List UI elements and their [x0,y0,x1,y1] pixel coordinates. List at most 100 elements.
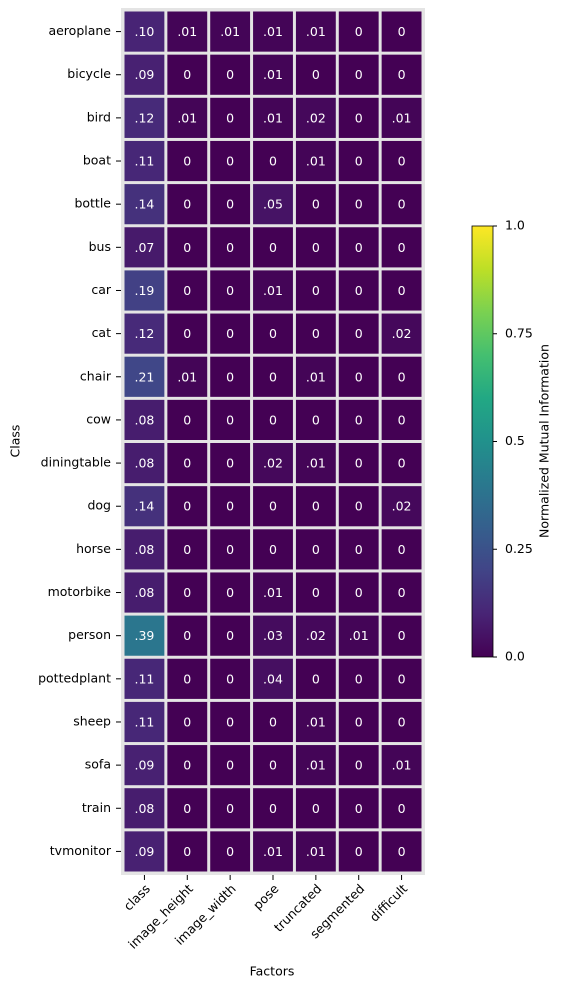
cell-label: .08 [134,456,154,471]
heatmap-cell [295,97,336,138]
heatmap-cell [167,486,208,527]
heatmap-cell [295,788,336,829]
cell-label: 0 [312,499,320,514]
heatmap-cell [381,788,422,829]
heatmap-cell [381,658,422,699]
heatmap-cell [253,788,293,829]
heatmap-cell [338,529,379,570]
heatmap-cell [295,443,336,484]
heatmap-cell [295,615,336,656]
heatmap-cell [338,701,379,743]
heatmap-cell [381,97,422,138]
heatmap-cell [167,615,208,656]
heatmap-cell [253,529,293,570]
cell-label: .01 [349,628,369,643]
cell-label: 0 [226,154,234,169]
heatmap-cell [381,227,422,268]
heatmap-cell [253,486,293,527]
y-tick-label: horse [76,541,111,556]
cell-label: 0 [226,240,234,255]
cell-label: 0 [398,412,406,427]
cell-label: 0 [183,456,191,471]
x-tick-label: difficult [367,881,411,925]
heatmap-cell [124,140,165,182]
heatmap-cell [210,313,251,354]
cell-label: 0 [183,67,191,82]
heatmap-cell [295,270,336,311]
cell-label: .39 [134,628,154,643]
cell-label: .01 [177,369,197,384]
cell-label: 0 [355,154,363,169]
heatmap-cell [253,745,293,786]
cell-label: 0 [183,197,191,212]
heatmap-cell [253,443,293,484]
cell-label: 0 [226,67,234,82]
heatmap-cell [295,54,336,95]
cell-label: 0 [398,240,406,255]
cell-label: 0 [183,714,191,729]
cell-label: 0 [183,758,191,773]
cell-label: 0 [269,499,277,514]
heatmap-cell [381,615,422,656]
heatmap-cell [338,443,379,484]
heatmap-cell [253,701,293,743]
cell-label: 0 [398,197,406,212]
cell-label: .01 [263,67,283,82]
cell-label: 0 [183,240,191,255]
y-tick-label: boat [83,153,111,168]
y-tick-label: tvmonitor [50,843,112,858]
cell-label: 0 [398,24,406,39]
cell-label: 0 [269,326,277,341]
heatmap-cell [338,270,379,311]
cell-label: .11 [134,714,154,729]
heatmap-cell [167,54,208,95]
heatmap-cell [124,399,165,440]
heatmap-cell [167,184,208,225]
heatmap-cell [210,97,251,138]
heatmap-cell [124,701,165,743]
cell-label: 0 [226,585,234,600]
cell-label: 0 [226,671,234,686]
cell-label: .08 [134,801,154,816]
cell-label: 0 [183,326,191,341]
cell-label: 0 [312,67,320,82]
heatmap-cell [124,270,165,311]
cell-label: 0 [183,844,191,859]
cell-label: 0 [355,412,363,427]
heatmap-cell [210,486,251,527]
heatmap-cell [338,745,379,786]
cell-label: .02 [263,456,283,471]
y-tick-label: sheep [73,713,111,728]
heatmap-cell [167,572,208,613]
cell-label: 0 [355,499,363,514]
heatmap-cell [253,184,293,225]
heatmap-cell [253,572,293,613]
heatmap-cell [338,658,379,699]
x-tick-label: pose [250,881,282,913]
cell-label: .09 [134,844,154,859]
cell-label: 0 [226,369,234,384]
heatmap-cell [124,11,165,52]
heatmap-cell [295,11,336,52]
heatmap-cell [381,11,422,52]
heatmap-cell [210,399,251,440]
heatmap-cell [167,443,208,484]
cell-label: 0 [269,542,277,557]
cell-label: 0 [183,412,191,427]
heatmap-cell [124,486,165,527]
cell-label: 0 [183,154,191,169]
y-tick-label: sofa [85,757,111,772]
cell-label: 0 [226,499,234,514]
colorbar-tick-label: 1.0 [505,218,525,233]
heatmap-cell [124,54,165,95]
heatmap-cell [210,227,251,268]
y-tick-label: train [82,800,111,815]
heatmap-cell [381,313,422,354]
cell-label: 0 [355,801,363,816]
cell-label: 0 [355,585,363,600]
heatmap-cell [210,745,251,786]
heatmap-cell [210,788,251,829]
y-tick-label: diningtable [41,455,112,470]
heatmap-cell [167,701,208,743]
